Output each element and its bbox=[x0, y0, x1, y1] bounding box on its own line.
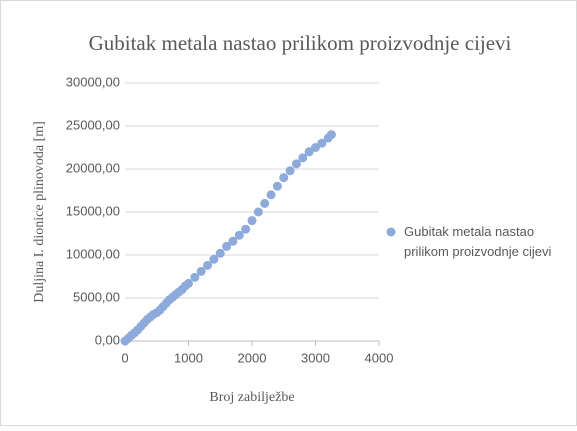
point bbox=[279, 173, 289, 183]
point bbox=[311, 143, 320, 152]
point bbox=[260, 198, 270, 208]
x-tick-label: 3000 bbox=[301, 350, 330, 365]
x-tick-label: 4000 bbox=[365, 350, 394, 365]
x-tick-label: 1000 bbox=[174, 350, 203, 365]
x-axis-label: Broj zabilježbe bbox=[209, 390, 294, 405]
point bbox=[196, 266, 206, 276]
y-tick-label: 15000,00 bbox=[66, 203, 120, 218]
point bbox=[266, 190, 276, 200]
point bbox=[228, 236, 238, 246]
point bbox=[203, 260, 213, 270]
x-tick-label: 2000 bbox=[238, 350, 267, 365]
point bbox=[253, 207, 263, 217]
point bbox=[215, 248, 225, 258]
legend-marker bbox=[386, 227, 396, 237]
y-tick-label: 5000,00 bbox=[73, 289, 120, 304]
y-axis-label: Duljina I. dionice plinovoda [m] bbox=[32, 121, 47, 303]
x-tick-label: 0 bbox=[121, 350, 128, 365]
y-tick-label: 20000,00 bbox=[66, 160, 120, 175]
legend: Gubitak metala nastao prilikom proizvodn… bbox=[404, 222, 569, 262]
point bbox=[247, 216, 257, 226]
point bbox=[298, 153, 308, 163]
point bbox=[272, 181, 282, 191]
y-tick-label: 30000,00 bbox=[66, 74, 120, 89]
point bbox=[317, 138, 327, 148]
point bbox=[241, 224, 251, 234]
y-tick-label: 25000,00 bbox=[66, 117, 120, 132]
point bbox=[304, 147, 314, 157]
point bbox=[285, 166, 295, 176]
y-tick-label: 10000,00 bbox=[66, 246, 120, 261]
point bbox=[222, 241, 232, 251]
point bbox=[190, 272, 200, 282]
point bbox=[234, 230, 244, 240]
legend-label: Gubitak metala nastao prilikom proizvodn… bbox=[404, 224, 552, 259]
point bbox=[291, 159, 301, 169]
point bbox=[184, 278, 193, 288]
chart-title: Gubitak metala nastao prilikom proizvodn… bbox=[89, 31, 512, 55]
point bbox=[326, 130, 336, 140]
point bbox=[209, 254, 219, 264]
y-tick-label: 0,00 bbox=[95, 332, 120, 347]
